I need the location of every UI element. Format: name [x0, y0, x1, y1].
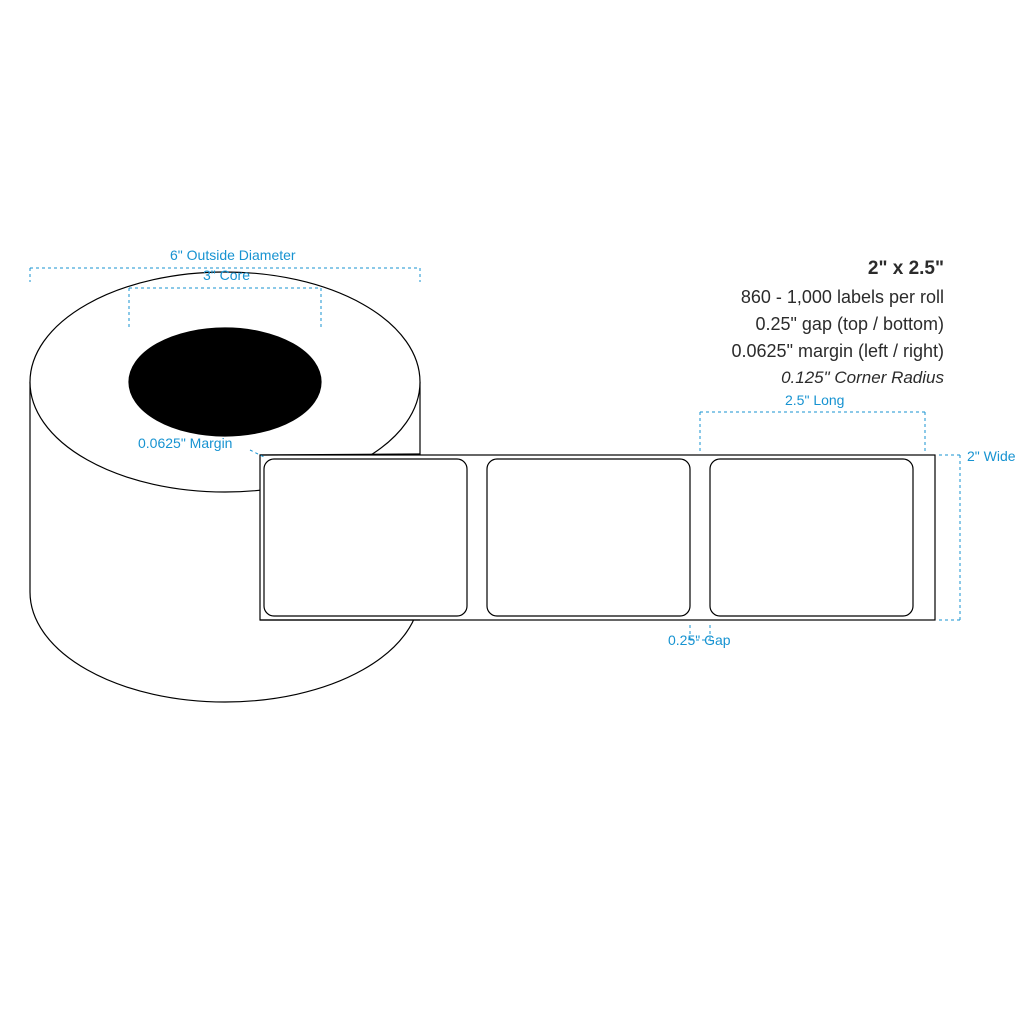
- dim-core: 3" Core: [203, 267, 250, 283]
- spec-gap: 0.25" gap (top / bottom): [732, 311, 944, 338]
- dim-gap: 0.25" Gap: [668, 632, 731, 648]
- spec-count: 860 - 1,000 labels per roll: [732, 284, 944, 311]
- spec-radius: 0.125" Corner Radius: [732, 365, 944, 391]
- spec-block: 2" x 2.5" 860 - 1,000 labels per roll 0.…: [732, 255, 944, 390]
- spec-margin: 0.0625" margin (left / right): [732, 338, 944, 365]
- dim-wide: 2" Wide: [967, 448, 1016, 464]
- dim-outside-diameter: 6" Outside Diameter: [170, 247, 296, 263]
- label-roll-diagram: 2" x 2.5" 860 - 1,000 labels per roll 0.…: [0, 0, 1024, 1024]
- dim-long: 2.5" Long: [785, 392, 844, 408]
- dim-margin: 0.0625" Margin: [138, 435, 232, 451]
- spec-size: 2" x 2.5": [732, 255, 944, 284]
- drawing-svg: [0, 0, 1024, 1024]
